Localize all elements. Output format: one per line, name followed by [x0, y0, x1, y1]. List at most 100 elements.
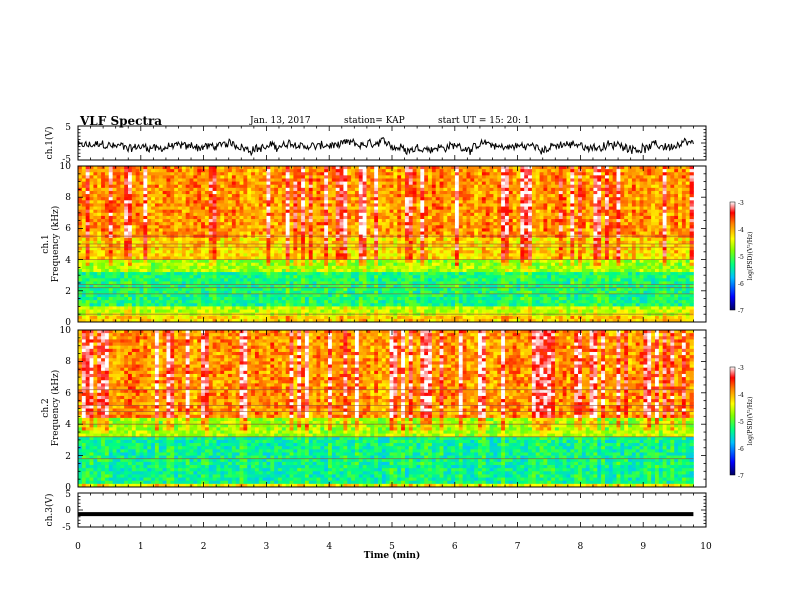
ch1-spectrogram-cell [204, 166, 210, 170]
ch1-spectrogram-cell [147, 197, 152, 201]
ch1-spectrogram-cell [504, 197, 510, 201]
ch1-spectrogram-cell [431, 169, 437, 173]
ch1-spectrogram-cell [174, 175, 179, 179]
ch1-spectrogram-cell [589, 253, 594, 257]
ch1-spectrogram-cell [166, 215, 171, 220]
ch1-spectrogram-cell [585, 197, 590, 201]
ch1-spectrogram-cell [231, 175, 237, 179]
ch1-spectrogram-cell [324, 194, 329, 198]
ch1-spectrogram-cell [85, 250, 90, 254]
ch1-spectrogram-cell [347, 181, 352, 186]
ch1-spectrogram-cell [189, 215, 194, 220]
ch1-spectrogram-cell [647, 175, 652, 179]
ch1-spectrogram-cell [147, 231, 152, 236]
ch1-spectrogram-cell [297, 250, 302, 254]
ch1-spectrogram-cell [262, 219, 267, 223]
ch1-spectrogram-cell [228, 231, 233, 236]
ch1-spectrogram-cell [147, 256, 152, 260]
ch1-spectrogram-cell [689, 212, 694, 217]
ch1-spectrogram-cell [412, 197, 417, 201]
ch1-spectrogram-cell [439, 215, 444, 220]
ch1-spectrogram-cell [635, 184, 640, 189]
ch1-spectrogram-cell [631, 231, 637, 236]
ch1-spectrogram-cell [231, 181, 237, 186]
ch1-spectrogram-cell [628, 178, 633, 182]
ch1-spectrogram-cell [93, 200, 98, 204]
ch1-spectrogram-cell [220, 194, 225, 198]
ch1-spectrogram-cell [358, 184, 364, 189]
ch1-spectrogram-cell [593, 187, 598, 192]
ch1-spectrogram-cell [112, 200, 117, 204]
ch1-spectrogram-cell [216, 206, 221, 211]
ch1-spectrogram-cell [335, 222, 340, 226]
ch1-spectrogram-cell [466, 190, 471, 195]
ch1-spectrogram-cell [266, 197, 271, 201]
ch1-spectrogram-cell [662, 190, 667, 195]
ch1-spectrogram-cell [370, 240, 375, 245]
ch1-spectrogram-cell [266, 222, 271, 226]
ch1-spectrogram-cell [81, 169, 87, 173]
ch1-spectrogram-cell [504, 250, 510, 254]
ch1-spectrogram-cell [304, 203, 310, 207]
ch1-spectrogram-cell [343, 169, 348, 173]
ch1-spectrogram-cell [404, 187, 410, 192]
ch1-spectrogram-cell [381, 172, 387, 176]
ch1-spectrogram-cell [501, 203, 506, 207]
ch1-spectrogram-cell [608, 184, 614, 189]
ch1-spectrogram-cell [378, 237, 383, 242]
ch1-spectrogram-cell [335, 187, 340, 192]
ch1-spectrogram-cell [412, 240, 417, 245]
ch1-spectrogram-cell [116, 209, 121, 214]
ch1-spectrogram-cell [124, 225, 129, 229]
ch1-spectrogram-cell [151, 222, 156, 226]
ch1-spectrogram-cell [524, 178, 529, 182]
ch1-spectrogram-cell [358, 194, 364, 198]
ch1-spectrogram-cell [208, 200, 214, 204]
ch1-spectrogram-cell [378, 240, 383, 245]
ch1-spectrogram-cell [343, 178, 348, 182]
ch1-spectrogram-cell [93, 203, 98, 207]
ch1-spectrogram-cell [274, 206, 279, 211]
ch1-spectrogram-cell [362, 253, 367, 257]
ch1-spectrogram-cell [493, 215, 498, 220]
ch1-spectrogram-cell [604, 197, 610, 201]
ch1-spectrogram-cell [128, 175, 133, 179]
ch1-spectrogram-cell [108, 175, 114, 179]
ch1-spectrogram-cell [139, 212, 144, 217]
ch1-spectrogram-cell [597, 181, 602, 186]
ch1-spectrogram-cell [466, 175, 471, 179]
ch1-spectrogram-cell [578, 259, 583, 264]
ch1-spectrogram-cell [166, 228, 171, 232]
ch1-spectrogram-cell [578, 209, 583, 214]
ch1-spectrogram-cell [574, 166, 579, 170]
ch1-spectrogram-cell [474, 219, 479, 223]
ch1-spectrogram-cell [666, 237, 671, 242]
ch1-spectrogram-cell [504, 190, 510, 195]
ch1-spectrogram-cell [424, 172, 429, 176]
ch1-spectrogram-cell [97, 253, 102, 257]
ch1-spectrogram-cell [651, 228, 656, 232]
ch1-spectrogram-cell [162, 215, 167, 220]
ch1-spectrogram-cell [397, 253, 402, 257]
ch1-spectrogram-cell [620, 190, 625, 195]
ch1-spectrogram-cell [366, 253, 371, 257]
ch1-spectrogram-cell [578, 231, 583, 236]
ch1-spectrogram-cell [608, 175, 614, 179]
ch1-spectrogram-cell [431, 194, 437, 198]
ch1-spectrogram-cell [562, 256, 567, 260]
ch1-spectrogram-cell [151, 190, 156, 195]
ch1-spectrogram-cell [262, 181, 267, 186]
ch1-spectrogram-cell [420, 259, 425, 264]
ch1-spectrogram-cell [193, 175, 198, 179]
ch1-spectrogram-cell [162, 222, 167, 226]
ch1-spectrogram-cell [308, 175, 314, 179]
ch1-spectrogram-cell [493, 187, 498, 192]
ch1-spectrogram-cell [635, 244, 640, 248]
ch1-spectrogram-cell [220, 240, 225, 245]
ch1-spectrogram-cell [301, 247, 306, 251]
ch1-spectrogram-cell [601, 209, 606, 214]
ch1-spectrogram-cell [543, 244, 548, 248]
ch1-spectrogram-cell [412, 166, 417, 170]
ch1-spectrogram-cell [270, 187, 275, 192]
ch1-spectrogram-cell [362, 250, 367, 254]
